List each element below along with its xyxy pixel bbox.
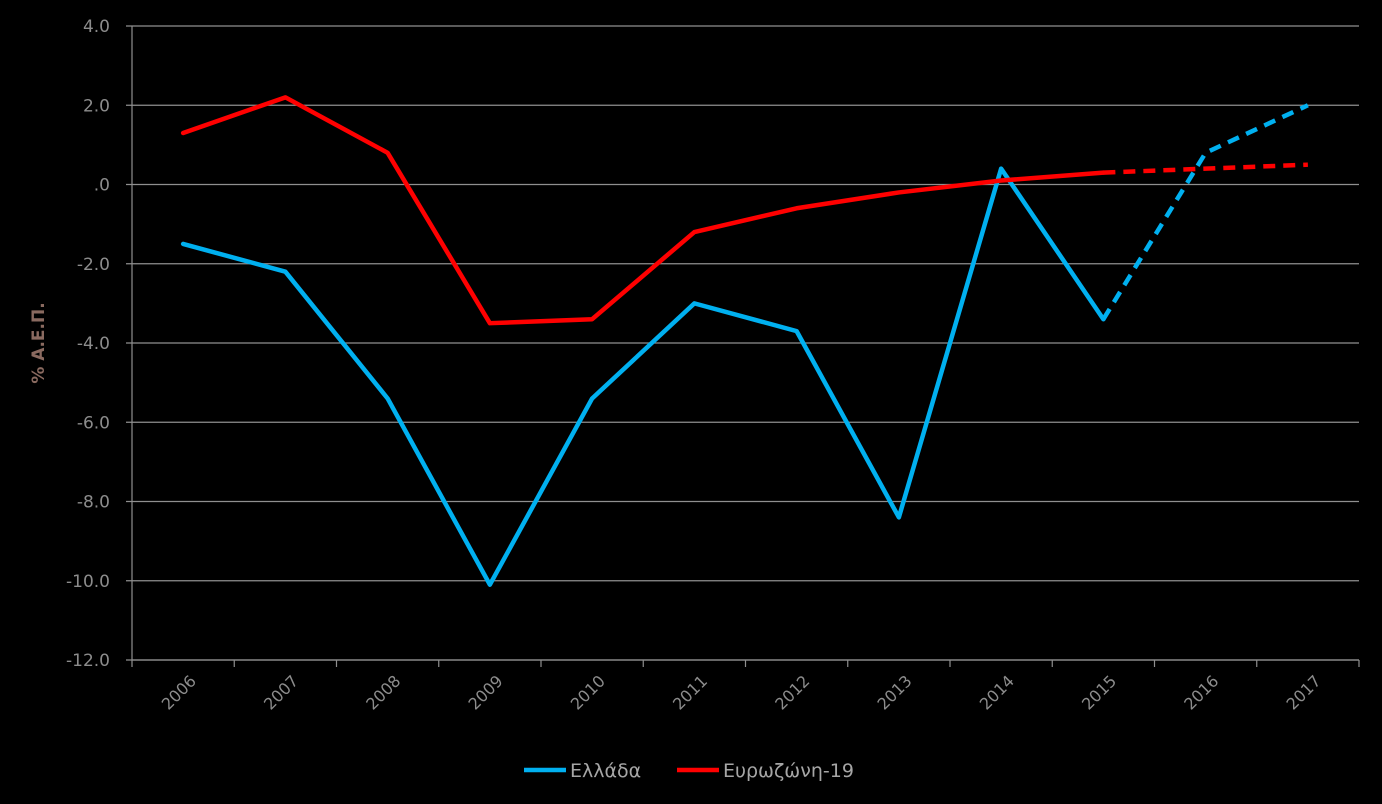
- y-tick-label: -4.0: [77, 334, 110, 354]
- x-tick-label: 2007: [260, 671, 302, 713]
- y-tick-label: -2.0: [77, 255, 110, 275]
- gridlines: [126, 25, 1359, 661]
- y-tick-label: -12.0: [66, 651, 110, 671]
- axes: [131, 26, 1360, 667]
- x-tick-label: 2013: [873, 671, 915, 713]
- x-tick-labels: 2006 2007 2008 2009 2010 2011 2012 2013 2014 2015…: [158, 671, 1325, 713]
- x-tick-label: 2015: [1078, 671, 1120, 713]
- x-tick-label: 2011: [669, 671, 711, 713]
- y-tick-label: 4.0: [83, 17, 110, 37]
- legend: Ελλάδα Ευρωζώνη-19: [524, 760, 854, 782]
- x-tick-label: 2016: [1180, 671, 1222, 713]
- y-tick-label: -6.0: [77, 413, 110, 433]
- series-line-forecast: [1103, 162, 1308, 175]
- x-tick-label: 2017: [1282, 671, 1324, 713]
- y-axis-label: % Α.Ε.Π.: [29, 302, 49, 383]
- x-tick-label: 2009: [464, 671, 506, 713]
- x-tick-label: 2012: [771, 671, 813, 713]
- x-tick-label: 2008: [362, 671, 404, 713]
- series-lines: [180, 95, 1309, 587]
- legend-label: Ελλάδα: [570, 760, 641, 782]
- y-tick-label: -8.0: [77, 493, 110, 513]
- x-tick-label: 2006: [158, 671, 200, 713]
- x-tick-label: 2014: [976, 671, 1018, 713]
- y-tick-label: -10.0: [66, 572, 110, 592]
- y-tick-labels: 4.0 2.0 .0 -2.0 -4.0 -6.0 -8.0 -10.0 -12.0: [66, 17, 110, 671]
- x-tick-label: 2010: [567, 671, 609, 713]
- y-tick-label: 2.0: [83, 96, 110, 116]
- series-line-forecast: [1101, 103, 1309, 321]
- series-line-solid: [180, 166, 1106, 587]
- series-line-solid: [180, 95, 1106, 326]
- legend-label: Ευρωζώνη-19: [723, 760, 854, 782]
- y-tick-label: .0: [94, 176, 110, 196]
